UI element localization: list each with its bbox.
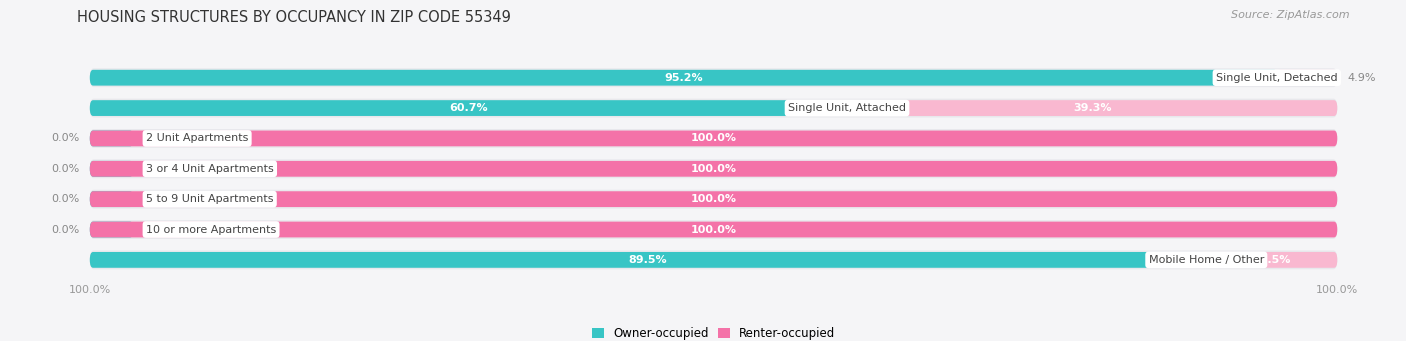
Text: 0.0%: 0.0% [52, 194, 80, 204]
FancyBboxPatch shape [90, 161, 1337, 177]
Text: 10.5%: 10.5% [1253, 255, 1291, 265]
Text: 0.0%: 0.0% [52, 224, 80, 235]
FancyBboxPatch shape [1206, 252, 1337, 268]
Text: 2 Unit Apartments: 2 Unit Apartments [146, 133, 249, 144]
Text: 3 or 4 Unit Apartments: 3 or 4 Unit Apartments [146, 164, 274, 174]
FancyBboxPatch shape [1277, 70, 1337, 86]
Legend: Owner-occupied, Renter-occupied: Owner-occupied, Renter-occupied [586, 322, 841, 341]
FancyBboxPatch shape [90, 70, 1278, 86]
FancyBboxPatch shape [90, 251, 1337, 269]
Text: 39.3%: 39.3% [1073, 103, 1111, 113]
Text: Mobile Home / Other: Mobile Home / Other [1149, 255, 1264, 265]
Text: 95.2%: 95.2% [664, 73, 703, 83]
FancyBboxPatch shape [90, 222, 1337, 237]
Text: Source: ZipAtlas.com: Source: ZipAtlas.com [1232, 10, 1350, 20]
FancyBboxPatch shape [90, 220, 1337, 239]
Text: 60.7%: 60.7% [449, 103, 488, 113]
FancyBboxPatch shape [90, 252, 1206, 268]
FancyBboxPatch shape [90, 131, 134, 146]
FancyBboxPatch shape [90, 100, 846, 116]
Text: 4.9%: 4.9% [1347, 73, 1375, 83]
Text: 10 or more Apartments: 10 or more Apartments [146, 224, 276, 235]
FancyBboxPatch shape [846, 100, 1337, 116]
Text: HOUSING STRUCTURES BY OCCUPANCY IN ZIP CODE 55349: HOUSING STRUCTURES BY OCCUPANCY IN ZIP C… [77, 10, 512, 25]
Text: 100.0%: 100.0% [690, 224, 737, 235]
FancyBboxPatch shape [90, 190, 1337, 209]
FancyBboxPatch shape [90, 191, 134, 207]
FancyBboxPatch shape [90, 222, 134, 237]
FancyBboxPatch shape [90, 129, 1337, 148]
Text: 5 to 9 Unit Apartments: 5 to 9 Unit Apartments [146, 194, 273, 204]
Text: 100.0%: 100.0% [690, 133, 737, 144]
FancyBboxPatch shape [90, 159, 1337, 178]
Text: 89.5%: 89.5% [628, 255, 668, 265]
FancyBboxPatch shape [90, 99, 1337, 118]
FancyBboxPatch shape [90, 191, 1337, 207]
Text: 0.0%: 0.0% [52, 133, 80, 144]
Text: 0.0%: 0.0% [52, 164, 80, 174]
Text: Single Unit, Detached: Single Unit, Detached [1216, 73, 1337, 83]
FancyBboxPatch shape [90, 161, 134, 177]
Text: 100.0%: 100.0% [690, 194, 737, 204]
Text: Single Unit, Attached: Single Unit, Attached [787, 103, 905, 113]
Text: 100.0%: 100.0% [690, 164, 737, 174]
FancyBboxPatch shape [90, 131, 1337, 146]
FancyBboxPatch shape [90, 68, 1337, 87]
